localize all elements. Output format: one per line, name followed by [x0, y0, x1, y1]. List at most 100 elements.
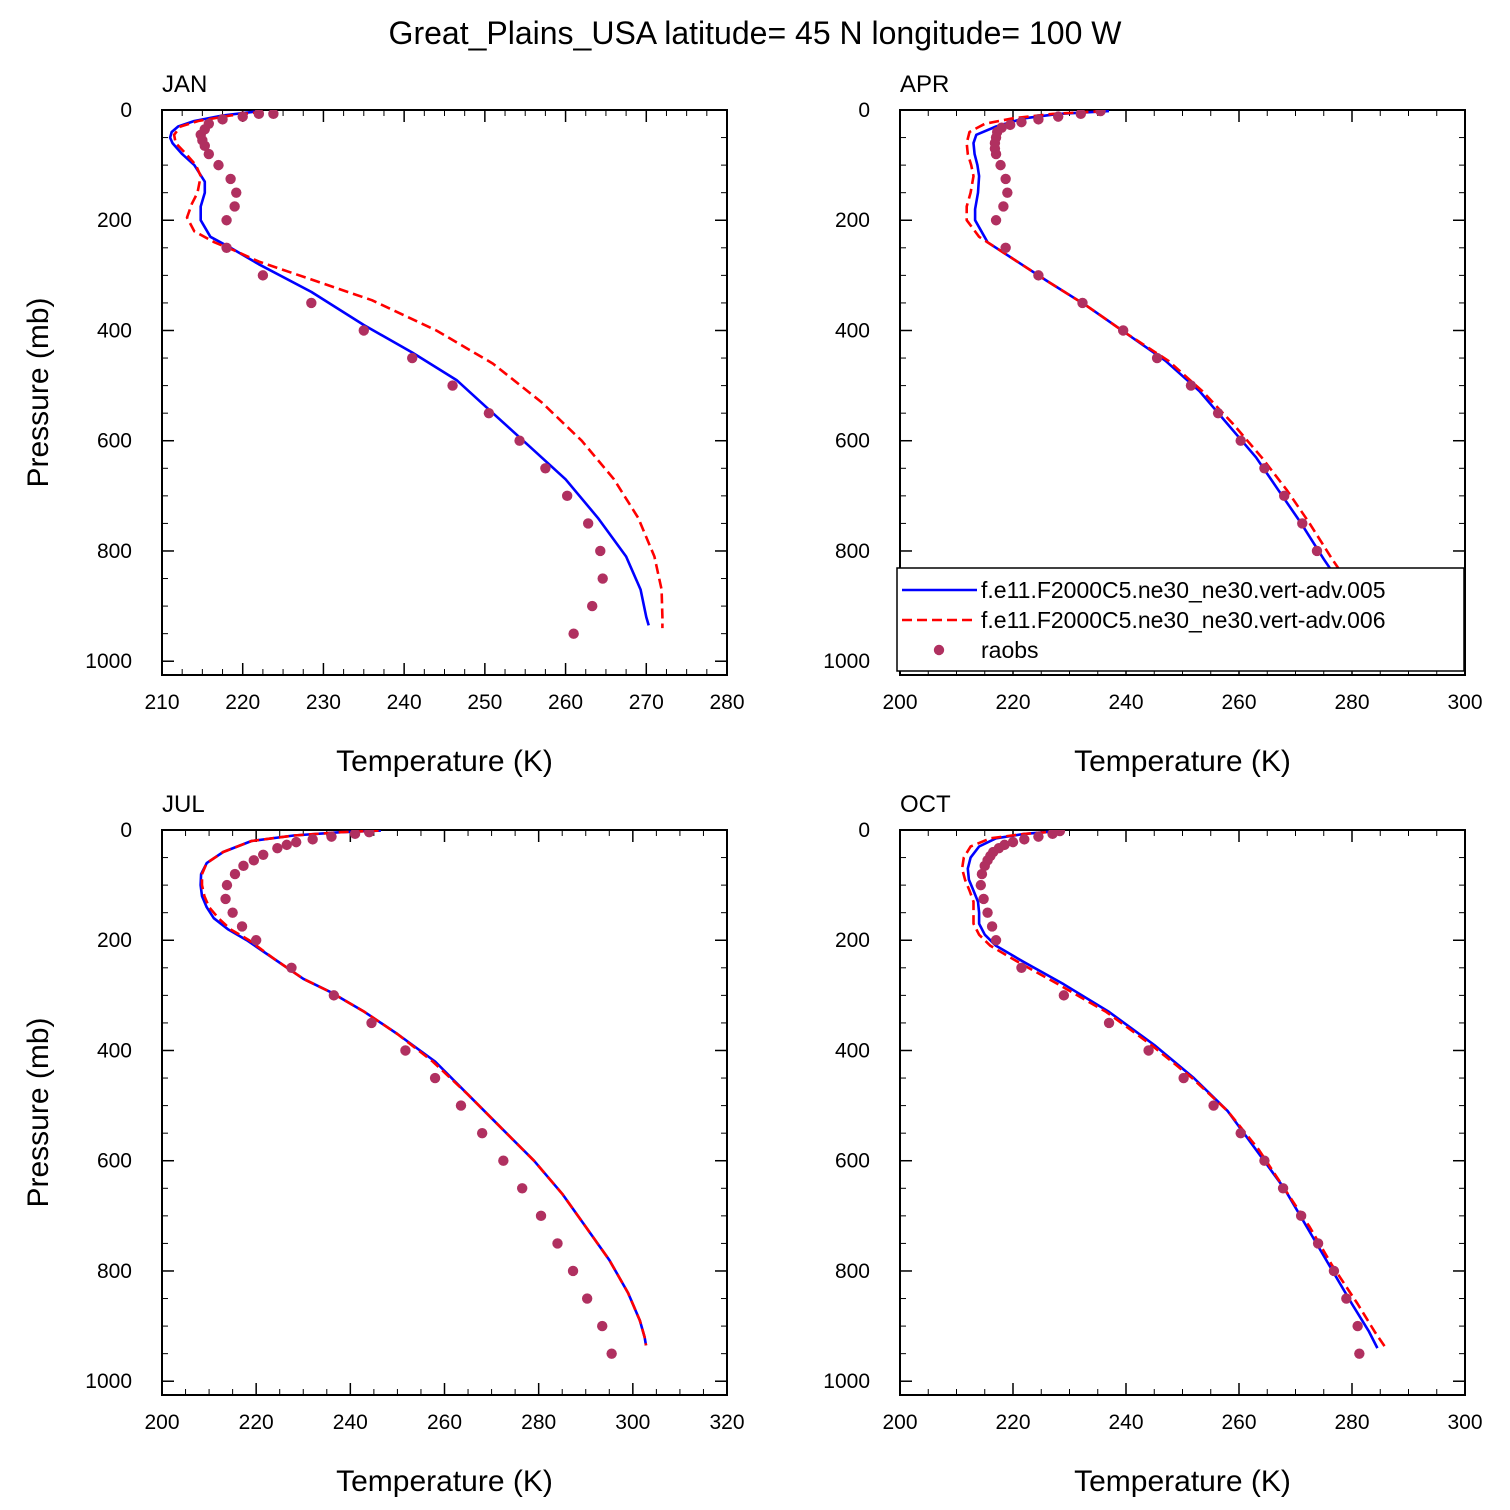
series-line-006-jan — [172, 110, 664, 629]
raobs-point-apr — [1033, 114, 1044, 125]
raobs-point-oct — [1235, 1127, 1246, 1139]
raobs-point-jan — [268, 110, 279, 120]
x-axis-title-jan: Temperature (K) — [336, 745, 553, 778]
raobs-point-jul — [597, 1320, 608, 1332]
x-tick-label-jul: 280 — [521, 1411, 556, 1434]
raobs-point-jul — [606, 1348, 617, 1359]
raobs-point-apr — [1185, 380, 1197, 391]
raobs-point-jul — [286, 962, 297, 974]
panel-label-jan: JAN — [162, 71, 207, 98]
y-tick-label-oct: 0 — [858, 819, 870, 842]
y-tick-label-jul: 0 — [120, 819, 132, 842]
x-tick-label-jan: 230 — [306, 691, 341, 714]
raobs-point-oct — [978, 893, 989, 905]
raobs-point-jan — [568, 628, 579, 639]
data-area-apr — [965, 110, 1385, 639]
legend-box — [896, 567, 1465, 672]
panels: JAN 210 220 230 240 250 260 270 280 0 200 400 600 800… — [22, 71, 1483, 1498]
raobs-point-jan — [514, 435, 525, 446]
series-line-005-oct — [966, 830, 1379, 1349]
panel-label-apr: APR — [900, 71, 949, 98]
raobs-point-jul — [567, 1265, 579, 1277]
y-tick-label-jan: 400 — [97, 319, 132, 342]
raobs-point-jan — [447, 380, 458, 391]
raobs-point-apr — [1259, 463, 1270, 474]
y-tick-label-apr: 1000 — [823, 650, 870, 673]
raobs-point-jul — [581, 1293, 593, 1304]
raobs-point-apr — [1002, 187, 1013, 198]
raobs-point-apr — [1117, 325, 1129, 336]
raobs-point-jul — [221, 879, 233, 891]
raobs-point-oct — [1033, 831, 1044, 842]
raobs-point-oct — [982, 907, 993, 918]
raobs-point-jan — [257, 270, 269, 281]
y-axis-title-jan: Pressure (mb) — [22, 297, 55, 487]
raobs-point-oct — [1058, 990, 1070, 1001]
panel-jul: JUL 200 220 240 260 280 300 320 0 200 400 600 800 100… — [22, 791, 745, 1498]
raobs-point-jan — [407, 352, 418, 364]
data-area-jan — [168, 110, 664, 639]
raobs-point-apr — [990, 148, 1002, 160]
raobs-point-jul — [552, 1238, 563, 1249]
y-tick-label-jul: 200 — [97, 929, 132, 952]
x-tick-label-jan: 260 — [548, 691, 583, 714]
x-tick-label-jan: 240 — [387, 691, 422, 714]
raobs-point-jul — [258, 849, 269, 861]
raobs-point-oct — [1295, 1210, 1307, 1222]
raobs-point-apr — [1212, 407, 1224, 419]
y-tick-label-jul: 600 — [97, 1150, 132, 1173]
x-tick-label-jul: 220 — [239, 1411, 274, 1434]
raobs-point-jan — [253, 110, 265, 120]
raobs-point-oct — [1103, 1017, 1115, 1029]
raobs-point-jan — [597, 573, 608, 584]
raobs-point-jul — [400, 1045, 411, 1056]
raobs-point-jan — [306, 297, 317, 309]
raobs-point-apr — [1075, 110, 1086, 120]
x-tick-label-apr: 220 — [995, 691, 1030, 714]
raobs-point-apr — [1000, 242, 1011, 254]
series-line-006-apr — [965, 110, 1385, 630]
panel-label-jul: JUL — [162, 791, 205, 818]
raobs-point-apr — [1004, 119, 1016, 131]
raobs-point-oct — [1016, 962, 1027, 974]
raobs-point-oct — [1143, 1045, 1154, 1056]
raobs-point-apr — [1000, 173, 1011, 185]
raobs-point-apr — [1297, 518, 1308, 529]
raobs-point-oct — [976, 868, 988, 880]
raobs-point-jan — [213, 159, 224, 171]
x-tick-label-oct: 220 — [995, 1411, 1030, 1434]
raobs-point-apr — [990, 215, 1002, 226]
plot-frame-jan — [161, 109, 728, 676]
x-tick-label-jan: 220 — [225, 691, 260, 714]
x-tick-label-apr: 240 — [1108, 691, 1143, 714]
raobs-point-jul — [429, 1072, 441, 1084]
x-tick-label-apr: 200 — [882, 691, 917, 714]
x-tick-label-jan: 280 — [709, 691, 744, 714]
raobs-point-jan — [483, 407, 495, 419]
y-tick-label-jan: 0 — [120, 99, 132, 122]
raobs-point-oct — [1354, 1348, 1365, 1359]
x-tick-label-jan: 210 — [144, 691, 179, 714]
x-tick-label-jul: 320 — [709, 1411, 744, 1434]
panel-apr: APR 200 220 240 260 280 300 0 200 400 600 800 1000 Te… — [823, 71, 1482, 778]
y-tick-label-jan: 600 — [97, 430, 132, 453]
raobs-point-jan — [221, 242, 232, 254]
raobs-point-apr — [995, 159, 1006, 171]
plot-frame-jul — [161, 829, 728, 1396]
x-tick-label-oct: 300 — [1447, 1411, 1482, 1434]
raobs-point-apr — [1311, 545, 1323, 557]
raobs-point-oct — [979, 860, 990, 872]
raobs-point-oct — [975, 879, 986, 891]
y-axis-title-jul: Pressure (mb) — [22, 1017, 55, 1207]
raobs-point-jul — [220, 893, 231, 905]
raobs-point-jul — [476, 1127, 488, 1139]
raobs-point-jan — [582, 518, 594, 529]
x-tick-label-jul: 300 — [615, 1411, 650, 1434]
raobs-point-jul — [535, 1210, 547, 1222]
raobs-point-jul — [455, 1100, 467, 1111]
legend: f.e11.F2000C5.ne30_ne30.vert-adv.005 f.e1… — [896, 567, 1465, 672]
y-tick-label-oct: 1000 — [823, 1370, 870, 1393]
raobs-point-apr — [1095, 110, 1106, 117]
y-tick-label-jan: 1000 — [85, 650, 132, 673]
raobs-point-jul — [272, 842, 283, 854]
